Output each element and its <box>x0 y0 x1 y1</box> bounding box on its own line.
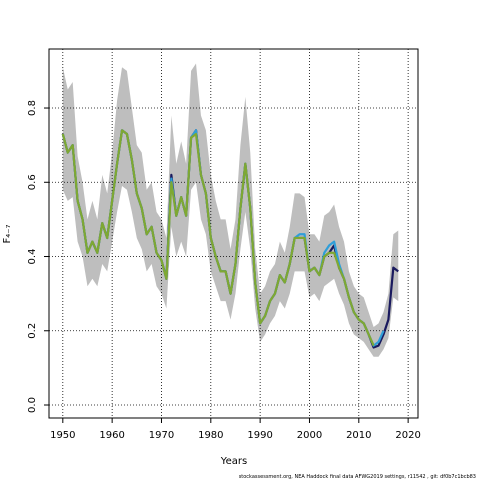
x-tick-label: 1960 <box>99 430 124 441</box>
y-tick-label: 0.0 <box>27 397 38 413</box>
y-axis-label: F₄₋₇ <box>2 224 13 243</box>
x-axis-label: Years <box>220 456 247 467</box>
footer: stockassessment.org, NEA Haddock final d… <box>239 474 476 480</box>
series-line <box>61 129 375 347</box>
x-tick-label: 1950 <box>50 430 75 441</box>
x-tick-label: 2020 <box>395 430 420 441</box>
x-tick-label: 1980 <box>198 430 223 441</box>
confidence-band <box>62 63 399 357</box>
x-tick-label: 2010 <box>346 430 371 441</box>
y-tick-label: 0.4 <box>27 249 38 265</box>
x-tick-label: 1970 <box>149 430 174 441</box>
y-tick-label: 0.8 <box>27 100 38 116</box>
x-tick-label: 2000 <box>297 430 322 441</box>
y-tick-label: 0.6 <box>27 174 38 190</box>
plot-frame <box>48 48 419 419</box>
y-tick-label: 0.2 <box>27 323 38 339</box>
x-tick-label: 1990 <box>247 430 272 441</box>
